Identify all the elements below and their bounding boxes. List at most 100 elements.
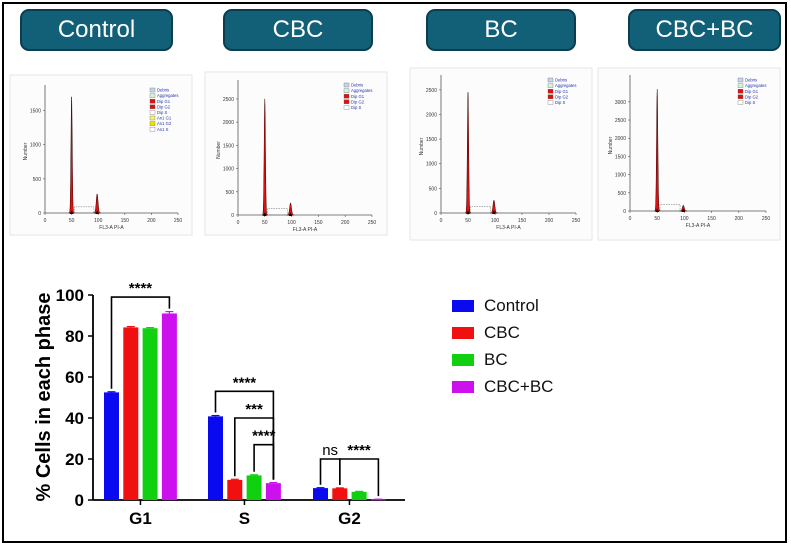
histogram-legend-swatch [149,110,156,115]
histogram-legend-swatch [149,104,156,109]
histogram-legend-label: Dip S [157,110,167,115]
legend-swatch-cbc-bc [452,381,474,393]
histogram-x-tick-label: 0 [440,218,443,224]
panel-title-cbc: CBC [223,9,373,51]
histogram-legend-swatch [343,99,350,104]
histogram-legend-label: Dip G2 [157,104,171,109]
significance-bracket [339,458,380,497]
bar-cbc-bc-s [265,483,281,500]
histogram-legend-swatch [547,89,554,94]
bar-bc-g2 [351,491,367,500]
significance-label: **** [233,374,257,391]
histogram-g1-peak [464,92,472,214]
histogram-2: 0 50 100 150 200 25005001000150020002500FL3-A… [409,67,593,241]
significance-bracket [110,296,171,389]
histogram-peak-marker [466,210,470,214]
histogram-legend-swatch [547,83,554,88]
histogram-peak-marker [95,210,99,214]
histogram-legend-swatch [547,100,554,105]
histogram-x-tick-label: 200 [147,218,156,224]
histogram-x-tick-label: 50 [69,218,75,224]
histogram-legend-label: Dip S [555,100,565,105]
histogram-x-label: FL3-A PI-A [99,225,124,231]
histogram-y-tick-label: 1000 [223,167,234,173]
histogram-legend-label: An1 G2 [157,121,172,126]
histogram-y-tick-label: 0 [434,211,437,217]
bar-y-tick-label: 40 [65,409,84,428]
histogram-x-tick-label: 100 [287,220,296,226]
significance-label: **** [347,442,371,459]
histogram-y-tick-label: 500 [429,186,438,192]
histogram-g2-peak [679,204,688,212]
panel-title-bc: BC [426,9,576,51]
histogram-g2-peak [93,193,101,214]
histogram-legend-label: Dip S [351,105,361,110]
histogram-legend-swatch [343,105,350,110]
histogram-g1-peak [68,96,75,214]
histogram-y-tick-label: 2000 [223,120,234,126]
histogram-legend-swatch [547,94,554,99]
significance-bracket [319,458,341,485]
histogram-x-tick-label: 250 [174,218,183,224]
legend-swatch-cbc [452,327,474,339]
bar-bc-s [246,475,262,500]
histogram-1: 0 50 100 150 200 25005001000150020002500FL3-A… [204,71,388,236]
histogram-s-phase [267,208,288,216]
bar-cbc-bc-g2 [370,499,386,501]
histogram-g1-peak [261,98,268,216]
histogram-legend-label: Aggregates [555,83,576,88]
bar-y-tick-label: 80 [65,327,84,346]
histogram-legend-label: Aggregates [745,83,766,88]
panel-title-control: Control [20,9,173,51]
histogram-legend-swatch [149,115,156,121]
histogram-x-tick-label: 250 [368,220,377,226]
histogram-y-tick-label: 1500 [426,137,437,143]
histogram-legend-swatch [149,121,156,126]
histogram-legend-label: Debris [351,83,363,88]
histogram-frame [409,67,593,241]
bar-cbc-g2 [332,488,348,500]
histogram-legend-label: Dip G2 [351,99,365,104]
significance-label: **** [129,280,153,297]
histogram-x-tick-label: 150 [707,216,716,222]
histogram-legend-label: Aggregates [351,88,372,93]
bar-cbc-s [227,479,243,500]
histogram-x-tick-label: 0 [44,218,47,224]
histogram-y-tick-label: 500 [33,177,42,183]
histogram-legend-label: Debris [745,78,757,83]
histogram-legend-label: Dip G2 [745,94,759,99]
bar-y-tick-label: 0 [75,491,84,510]
histogram-x-tick-label: 100 [94,218,103,224]
histogram-legend-label: Debris [157,88,169,93]
histogram-g1-peak [654,89,661,212]
histogram-y-tick-label: 1000 [426,162,437,168]
bar-control-s [208,416,223,500]
histogram-y-tick-label: 2500 [615,118,626,124]
histogram-legend-swatch [547,77,554,83]
histogram-y-tick-label: 1000 [30,143,41,149]
histogram-legend-label: Dip G2 [555,94,569,99]
legend-swatch-control [452,300,474,312]
histogram-x-label: FL3-A PI-A [496,225,521,231]
bar-x-tick-label: S [239,509,250,528]
bar-x-tick-label: G2 [338,509,361,528]
histogram-y-label: Number [216,141,222,159]
histogram-x-tick-label: 0 [629,216,632,222]
histogram-legend-label: Dip G1 [351,94,365,99]
legend-item-control: Control [452,296,582,316]
histogram-y-label: Number [608,136,614,154]
histogram-x-tick-label: 250 [762,216,771,222]
histogram-y-tick-label: 0 [38,211,41,217]
histogram-legend-label: Dip S [745,100,755,105]
histogram-g2-peak [286,202,295,216]
histogram-y-tick-label: 2000 [615,136,626,142]
histogram-legend-label: Dip G1 [555,89,569,94]
histogram-x-tick-label: 150 [314,220,323,226]
legend-item-cbc: CBC [452,323,582,343]
histogram-x-tick-label: 100 [680,216,689,222]
histogram-legend-swatch [149,87,156,93]
histogram-y-tick-label: 500 [226,190,235,196]
histogram-x-tick-label: 200 [341,220,350,226]
